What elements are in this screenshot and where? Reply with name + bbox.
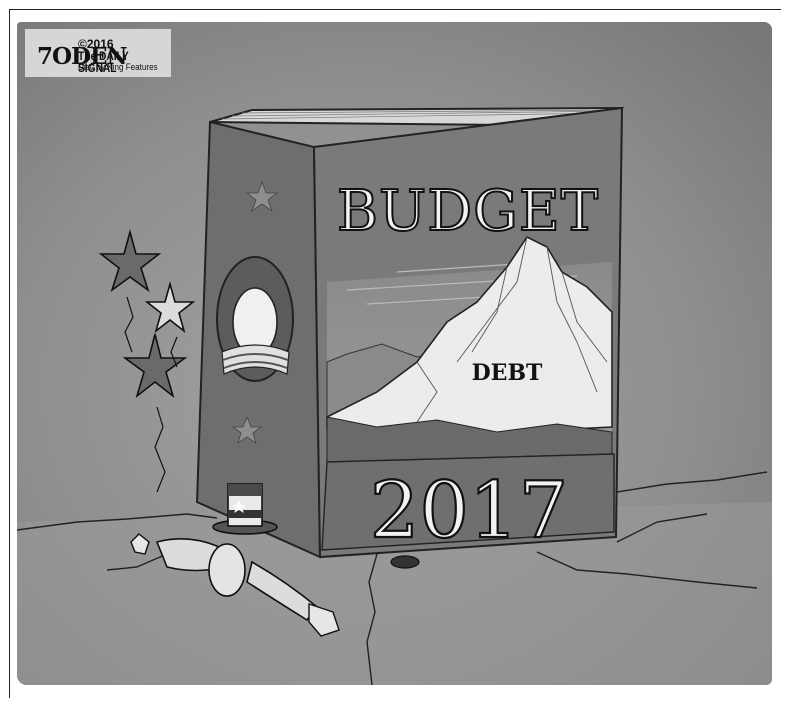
- artist-signature: 7ODEN: [37, 43, 128, 70]
- uncle-sam-arm-right: [246, 560, 319, 622]
- cover-band: [321, 453, 615, 551]
- star-motion-lines: [124, 296, 178, 493]
- book-year: 2017: [370, 466, 569, 556]
- ground-cracks: [17, 471, 768, 685]
- star-icon: [98, 228, 162, 293]
- star-icon: [122, 333, 188, 399]
- mountain-label: DEBT: [472, 360, 543, 386]
- uncle-sam-hand-right: [308, 603, 340, 637]
- cartoon-panel: BUDGET DEBT 2017: [17, 22, 772, 685]
- spine-stars: [231, 180, 279, 444]
- uncle-sam-hand-left: [130, 533, 150, 555]
- distributor-text: Dist. by King Features: [78, 62, 158, 72]
- campaign-logo-icon: [216, 256, 294, 382]
- uncle-sam: [130, 483, 420, 637]
- cartoon-illustration: BUDGET DEBT 2017: [17, 22, 772, 685]
- publisher-text: The DAILY SIGNAL: [78, 49, 129, 75]
- book-page-lines: [221, 109, 620, 120]
- falling-stars: [98, 228, 196, 399]
- copyright-text: ©2016: [78, 37, 114, 51]
- star-icon: [144, 281, 196, 334]
- book-title: BUDGET: [337, 179, 599, 244]
- uncle-sam-shoe: [390, 555, 420, 569]
- uncle-sam-hat-icon: [212, 483, 278, 535]
- uncle-sam-face: [208, 543, 246, 597]
- signature-block: 7ODEN ©2016 The DAILY SIGNAL Dist. by Ki…: [25, 29, 171, 77]
- mountain-shading: [416, 236, 608, 423]
